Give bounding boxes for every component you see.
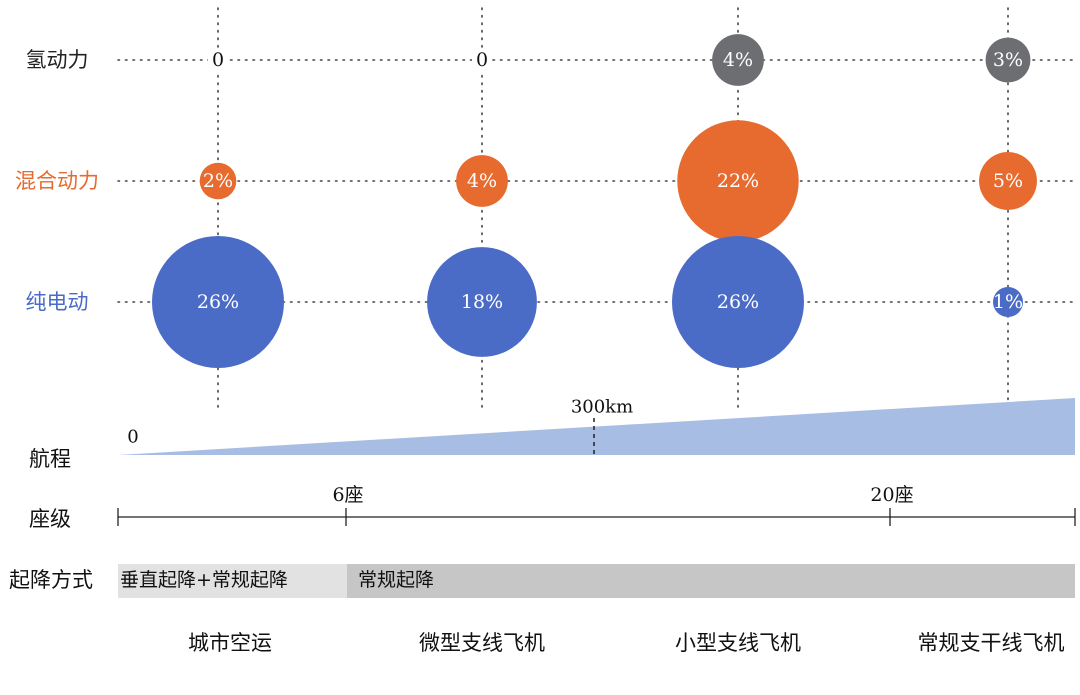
category-label: 城市空运 [188, 631, 272, 655]
bubble [993, 287, 1023, 317]
bubble-label: 3% [993, 49, 1023, 71]
bubble-label: 26% [717, 291, 759, 313]
bubble [677, 120, 799, 242]
bubble-label: 26% [197, 291, 239, 313]
range-area [118, 398, 1075, 455]
bubble-label: 5% [993, 170, 1023, 192]
series-label: 纯电动 [26, 290, 89, 314]
bubble [672, 236, 804, 368]
bubble-label: 4% [723, 49, 753, 71]
bubble [199, 162, 237, 200]
zero-label: 0 [212, 49, 224, 71]
bubble [456, 155, 508, 207]
bubble-label: 1% [993, 291, 1023, 313]
bubbles [152, 34, 1037, 368]
takeoff-segment [118, 564, 347, 598]
takeoff-segment [347, 564, 1075, 598]
zero-backing [472, 48, 492, 72]
bubble-label: 2% [203, 170, 233, 192]
bubble-label: 18% [461, 291, 503, 313]
takeoff-segment-label: 垂直起降+常规起降 [120, 569, 288, 591]
bubble [152, 236, 284, 368]
zero-backing [208, 48, 228, 72]
bubble [712, 34, 764, 86]
series-label: 氢动力 [26, 48, 89, 72]
category-label: 常规支干线飞机 [918, 631, 1065, 655]
range-start-label: 0 [127, 427, 138, 448]
range-band [118, 398, 1075, 598]
bubble [427, 247, 537, 357]
seat-tick-label: 20座 [870, 484, 913, 506]
category-label: 小型支线飞机 [675, 631, 801, 655]
series-label: 混合动力 [15, 169, 99, 193]
takeoff-row-label: 起降方式 [9, 568, 93, 592]
bubble-label: 4% [467, 170, 497, 192]
takeoff-segment-label: 常规起降 [358, 569, 434, 591]
range-marker-label: 300km [571, 397, 633, 418]
seat-row-label: 座级 [29, 507, 71, 531]
bubble [979, 152, 1037, 210]
category-label: 微型支线飞机 [419, 631, 545, 655]
seat-tick-label: 6座 [332, 484, 363, 506]
zero-label: 0 [476, 49, 488, 71]
range-row-label: 航程 [29, 447, 71, 471]
bubble-label: 22% [717, 170, 759, 192]
bubble [985, 37, 1031, 83]
